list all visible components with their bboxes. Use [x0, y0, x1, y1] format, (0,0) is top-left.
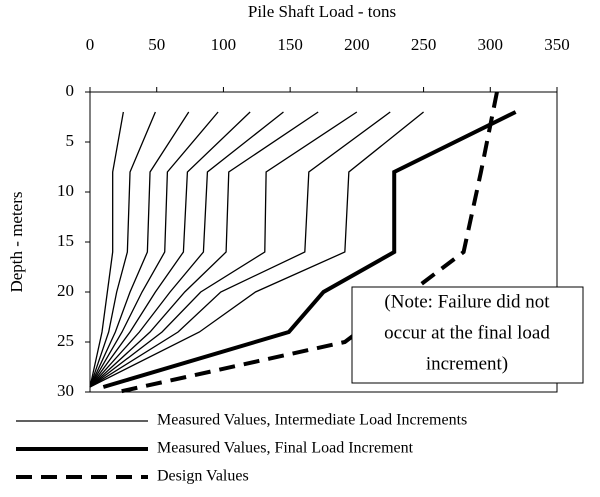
x-tick-label: 300	[478, 35, 504, 54]
profile-line	[89, 111, 424, 388]
chart-title: Pile Shaft Load - tons	[248, 2, 396, 21]
note-box	[351, 286, 584, 384]
profile-line	[89, 111, 251, 388]
y-tick-label: 0	[66, 81, 75, 100]
x-tick-label: 150	[277, 35, 303, 54]
x-tick-label: 50	[148, 35, 165, 54]
profile-line	[89, 111, 219, 388]
profile-line	[89, 111, 358, 388]
note-text: increment)	[426, 353, 508, 374]
profile-line	[89, 111, 284, 388]
profile-line	[102, 110, 517, 389]
profile-line	[89, 111, 391, 388]
profile-line	[89, 111, 190, 388]
profile-line	[89, 111, 156, 388]
profile-line	[89, 111, 319, 388]
profile-line	[117, 91, 499, 394]
y-tick-label: 30	[57, 381, 74, 400]
x-tick-label: 200	[344, 35, 370, 54]
y-tick-label: 15	[57, 231, 74, 250]
y-axis-label: Depth - meters	[7, 191, 26, 292]
x-tick-label: 100	[211, 35, 237, 54]
note-text: occur at the final load	[384, 322, 550, 343]
x-tick-label: 0	[86, 35, 95, 54]
y-tick-label: 10	[57, 181, 74, 200]
x-tick-label: 350	[544, 35, 570, 54]
legend-label: Design Values	[157, 468, 249, 485]
x-tick-label: 250	[411, 35, 437, 54]
legend-label: Measured Values, Intermediate Load Incre…	[157, 412, 467, 429]
y-tick-label: 5	[66, 131, 75, 150]
legend-label: Measured Values, Final Load Increment	[157, 440, 414, 457]
profile-line	[89, 111, 124, 388]
y-tick-label: 25	[57, 331, 74, 350]
note-text: (Note: Failure did not	[384, 291, 550, 312]
y-tick-label: 20	[57, 281, 74, 300]
